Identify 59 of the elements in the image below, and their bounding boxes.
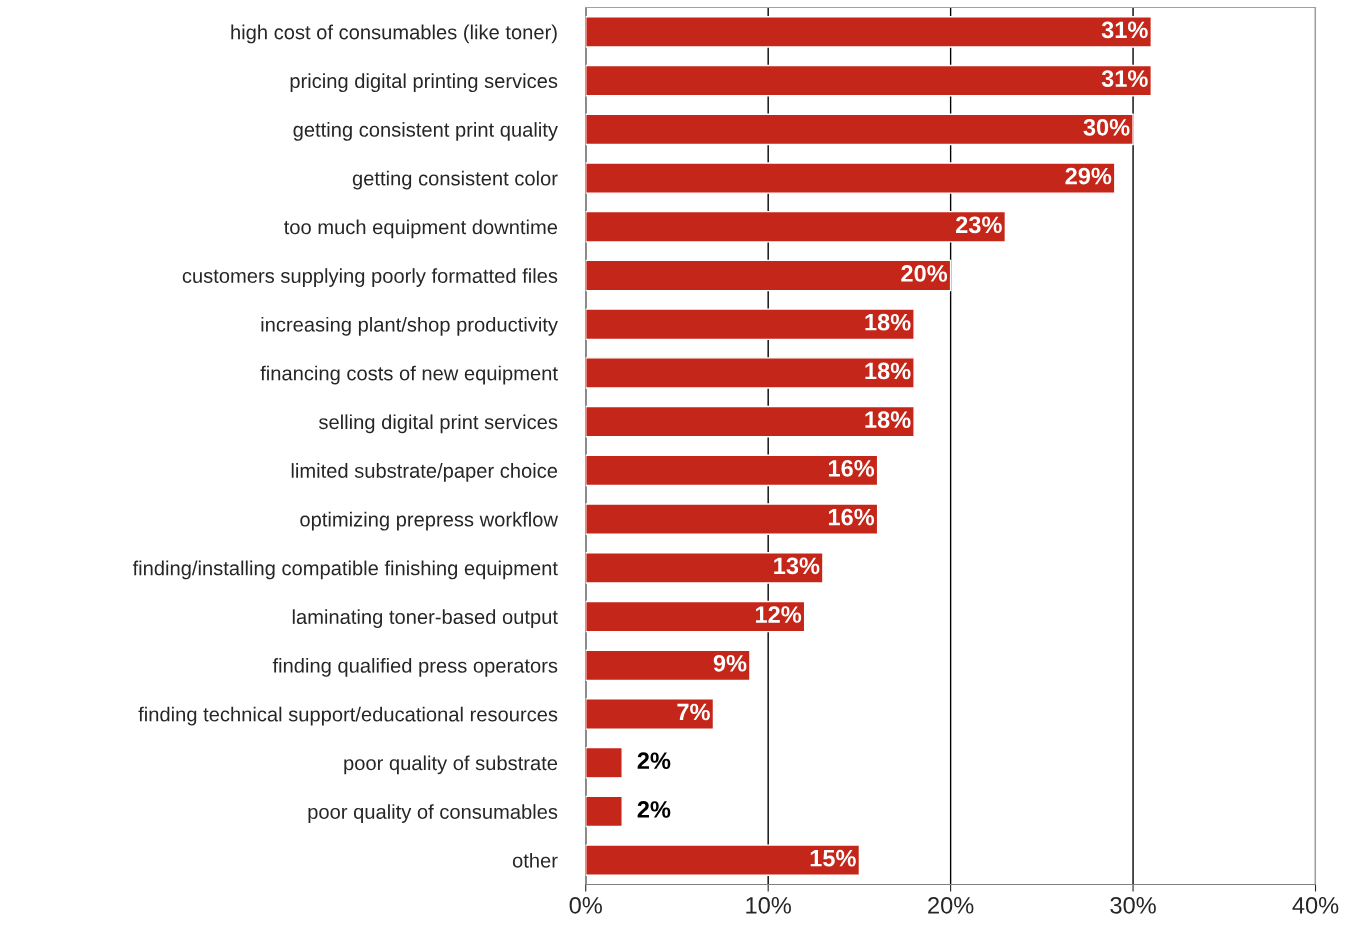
data-label: 12% — [755, 606, 802, 623]
y-tick-label: laminating toner-based output — [292, 609, 558, 629]
y-tick-label: finding/installing compatible finishing equipment — [132, 560, 558, 580]
data-label: 16% — [828, 460, 875, 477]
data-label: 18% — [865, 313, 911, 331]
data-label: 13% — [774, 557, 820, 575]
bar — [585, 649, 751, 682]
y-tick-label: increasing plant/shop productivity — [261, 316, 558, 336]
y-tick-label: limited substrate/paper choice — [291, 463, 558, 482]
bar — [585, 113, 1134, 146]
y-tick-label: getting consistent color — [352, 170, 558, 190]
y-tick-label: selling digital print services — [318, 414, 558, 434]
data-label: 18% — [865, 411, 911, 429]
bar — [585, 64, 1153, 97]
data-label: 29% — [1065, 167, 1112, 185]
data-label: 15% — [810, 849, 856, 867]
y-tick-label: finding technical support/educational resources — [138, 706, 558, 726]
bar — [585, 746, 623, 779]
y-tick-label: other — [512, 852, 558, 868]
data-label: 31% — [1101, 70, 1148, 87]
x-tick-label: 0% — [569, 896, 602, 914]
y-tick-label: financing costs of new equipment — [260, 365, 558, 385]
y-tick-label: pricing digital printing services — [290, 73, 558, 93]
x-tick-label: 20% — [928, 896, 974, 914]
bar — [585, 357, 915, 389]
data-label: 2% — [637, 752, 671, 770]
data-label: 23% — [956, 216, 1002, 234]
bar — [585, 405, 915, 438]
x-tick-label: 30% — [1110, 896, 1156, 914]
bar — [585, 308, 915, 341]
bar — [585, 210, 1007, 243]
bar — [585, 698, 715, 730]
bar — [585, 503, 879, 535]
y-tick-label: poor quality of substrate — [344, 755, 558, 775]
bar — [585, 552, 824, 584]
data-label: 30% — [1083, 118, 1130, 136]
data-label: 18% — [865, 362, 911, 380]
x-tick-label: 10% — [746, 896, 791, 914]
data-label: 2% — [637, 801, 671, 818]
y-tick-label: customers supplying poorly formatted files — [182, 268, 558, 287]
y-tick-label: poor quality of consumables — [308, 804, 558, 823]
y-tick-label: optimizing prepress workflow — [300, 511, 559, 531]
y-tick-label: finding qualified press operators — [272, 657, 558, 677]
bar — [585, 162, 1116, 194]
bar — [585, 600, 806, 633]
bar — [585, 259, 952, 292]
y-tick-label: too much equipment downtime — [284, 219, 558, 239]
data-label: 7% — [677, 703, 710, 721]
bar — [585, 454, 879, 487]
data-label: 16% — [828, 508, 875, 526]
data-label: 31% — [1101, 21, 1148, 39]
y-tick-label: high cost of consumables (like toner) — [231, 24, 557, 44]
bar — [585, 16, 1153, 48]
x-tick-label: 40% — [1292, 896, 1339, 914]
y-tick-label: getting consistent print quality — [293, 122, 558, 141]
data-label: 20% — [901, 265, 948, 282]
bar — [585, 795, 623, 828]
data-label: 9% — [713, 654, 747, 672]
bar — [585, 844, 861, 876]
